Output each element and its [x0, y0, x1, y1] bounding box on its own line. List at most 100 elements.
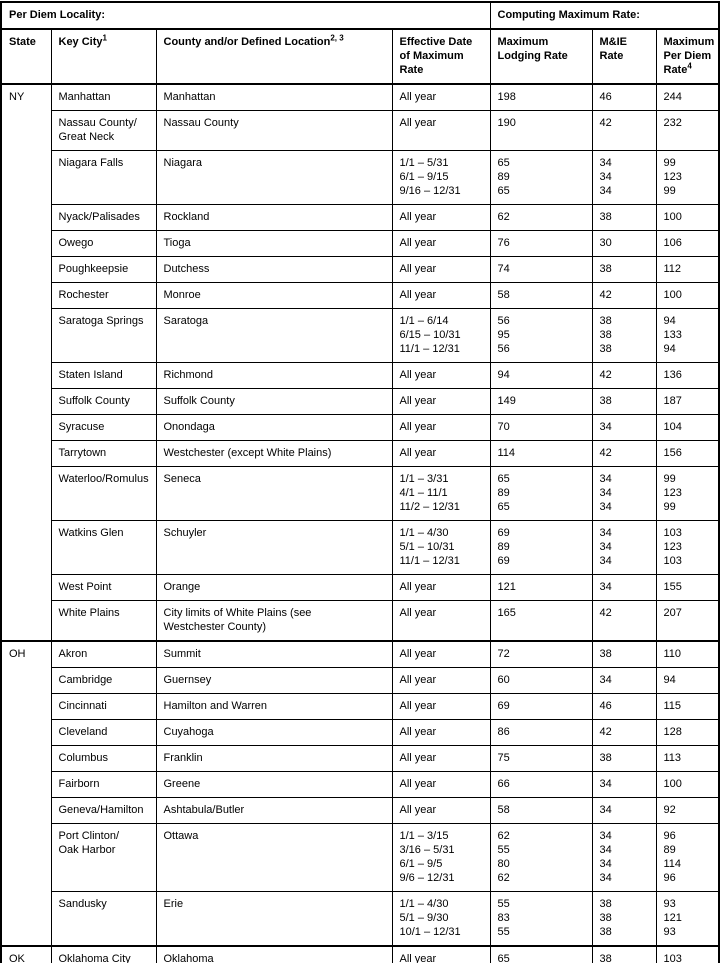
key-city-cell: Syracuse — [50, 414, 157, 441]
per-diem-rate-cell: 103 123 103 — [655, 520, 720, 575]
mie-rate-cell: 38 — [591, 945, 657, 963]
table-row: Cambridge Guernsey All year 60 34 94 — [1, 667, 720, 694]
per-diem-rate-cell: 115 — [655, 693, 720, 720]
mie-rate-cell: 46 — [591, 693, 657, 720]
key-city-cell: Staten Island — [50, 362, 157, 389]
lodging-rate-cell: 70 — [489, 414, 593, 441]
location-cell: Dutchess — [155, 256, 393, 283]
key-city-cell: Cleveland — [50, 719, 157, 746]
key-city-cell: Owego — [50, 230, 157, 257]
lodging-rate-cell: 198 — [489, 83, 593, 111]
table-row: Cleveland Cuyahoga All year 86 42 128 — [1, 719, 720, 746]
mie-rate-cell: 34 — [591, 797, 657, 824]
state-cell: OK — [0, 945, 52, 963]
column-header-row: State Key City1 County and/or Defined Loca… — [0, 28, 720, 85]
table-header: Per Diem Locality: Computing Maximum Rat… — [0, 1, 720, 85]
mie-rate-cell: 34 — [591, 771, 657, 798]
location-cell: Greene — [155, 771, 393, 798]
col-header-label: Effective Date of Maximum Rate — [399, 36, 473, 76]
effective-dates-cell: 1/1 – 5/31 6/1 – 9/15 9/16 – 12/31 — [391, 150, 491, 205]
per-diem-rate-cell: 112 — [655, 256, 720, 283]
location-cell: Schuyler — [155, 520, 393, 575]
key-city-cell: Akron — [50, 640, 157, 668]
per-diem-rate-cell: 92 — [655, 797, 720, 824]
location-cell: Westchester (except White Plains) — [155, 440, 393, 467]
lodging-rate-cell: 190 — [489, 110, 593, 151]
col-header-mie: M&IE Rate — [591, 28, 657, 85]
location-cell: Ottawa — [155, 823, 393, 892]
banner-row: Per Diem Locality: Computing Maximum Rat… — [0, 1, 720, 30]
per-diem-rate-cell: 94 133 94 — [655, 308, 720, 363]
per-diem-rate-cell: 103 — [655, 945, 720, 963]
per-diem-rate-cell: 100 — [655, 282, 720, 309]
effective-dates-cell: 1/1 – 6/14 6/15 – 10/31 11/1 – 12/31 — [391, 308, 491, 363]
table-row: Niagara Falls Niagara 1/1 – 5/31 6/1 – 9/1… — [1, 150, 720, 205]
lodging-rate-cell: 76 — [489, 230, 593, 257]
effective-dates-cell: All year — [391, 719, 491, 746]
lodging-rate-cell: 74 — [489, 256, 593, 283]
effective-dates-cell: All year — [391, 745, 491, 772]
mie-rate-cell: 38 — [591, 745, 657, 772]
effective-dates-cell: All year — [391, 574, 491, 601]
effective-dates-cell: All year — [391, 282, 491, 309]
effective-dates-cell: 1/1 – 4/30 5/1 – 9/30 10/1 – 12/31 — [391, 891, 491, 947]
location-cell: Seneca — [155, 466, 393, 521]
location-cell: Manhattan — [155, 83, 393, 111]
location-cell: Oklahoma — [155, 945, 393, 963]
location-cell: Rockland — [155, 204, 393, 231]
per-diem-rate-cell: 106 — [655, 230, 720, 257]
location-cell: Onondaga — [155, 414, 393, 441]
lodging-rate-cell: 65 89 65 — [489, 466, 593, 521]
footnote-marker: 2, 3 — [330, 33, 344, 43]
key-city-cell: Suffolk County — [50, 388, 157, 415]
col-header-key_city: Key City1 — [50, 28, 157, 85]
per-diem-rate-cell: 113 — [655, 745, 720, 772]
location-cell: Nassau County — [155, 110, 393, 151]
table-row: Saratoga Springs Saratoga 1/1 – 6/14 6/15 … — [1, 308, 720, 363]
lodging-rate-cell: 66 — [489, 771, 593, 798]
location-cell: Guernsey — [155, 667, 393, 694]
per-diem-rate-cell: 244 — [655, 83, 720, 111]
per-diem-rate-cell: 128 — [655, 719, 720, 746]
key-city-cell: Watkins Glen — [50, 520, 157, 575]
location-cell: Niagara — [155, 150, 393, 205]
table-row: Geneva/Hamilton Ashtabula/Butler All year 5… — [1, 797, 720, 824]
table-row: Nyack/Palisades Rockland All year 62 38 100 — [1, 204, 720, 231]
mie-rate-cell: 42 — [591, 440, 657, 467]
lodging-rate-cell: 86 — [489, 719, 593, 746]
effective-dates-cell: All year — [391, 600, 491, 642]
key-city-cell: Manhattan — [50, 83, 157, 111]
lodging-rate-cell: 65 — [489, 945, 593, 963]
effective-dates-cell: All year — [391, 83, 491, 111]
location-cell: Richmond — [155, 362, 393, 389]
per-diem-rate-cell: 99 123 99 — [655, 466, 720, 521]
mie-rate-cell: 46 — [591, 83, 657, 111]
footnote-marker: 4 — [687, 61, 692, 71]
effective-dates-cell: All year — [391, 945, 491, 963]
key-city-cell: Rochester — [50, 282, 157, 309]
location-cell: Erie — [155, 891, 393, 947]
key-city-cell: Port Clinton/ Oak Harbor — [50, 823, 157, 892]
mie-rate-cell: 34 — [591, 667, 657, 694]
lodging-rate-cell: 165 — [489, 600, 593, 642]
col-header-location: County and/or Defined Location2, 3 — [155, 28, 393, 85]
effective-dates-cell: All year — [391, 204, 491, 231]
mie-rate-cell: 34 34 34 — [591, 520, 657, 575]
col-header-label: Maximum Lodging Rate — [497, 36, 568, 62]
location-cell: Franklin — [155, 745, 393, 772]
lodging-rate-cell: 149 — [489, 388, 593, 415]
lodging-rate-cell: 62 — [489, 204, 593, 231]
location-cell: Orange — [155, 574, 393, 601]
effective-dates-cell: 1/1 – 3/15 3/16 – 5/31 6/1 – 9/5 9/6 – 1… — [391, 823, 491, 892]
table-row: Sandusky Erie 1/1 – 4/30 5/1 – 9/30 10/1 –… — [1, 891, 720, 947]
key-city-cell: Oklahoma City — [50, 945, 157, 963]
lodging-rate-cell: 94 — [489, 362, 593, 389]
mie-rate-cell: 38 — [591, 256, 657, 283]
mie-rate-cell: 38 38 38 — [591, 308, 657, 363]
mie-rate-cell: 38 — [591, 388, 657, 415]
lodging-rate-cell: 69 — [489, 693, 593, 720]
lodging-rate-cell: 114 — [489, 440, 593, 467]
effective-dates-cell: All year — [391, 667, 491, 694]
table-row: Tarrytown Westchester (except White Plain… — [1, 440, 720, 467]
location-cell: City limits of White Plains (see Westche… — [155, 600, 393, 642]
